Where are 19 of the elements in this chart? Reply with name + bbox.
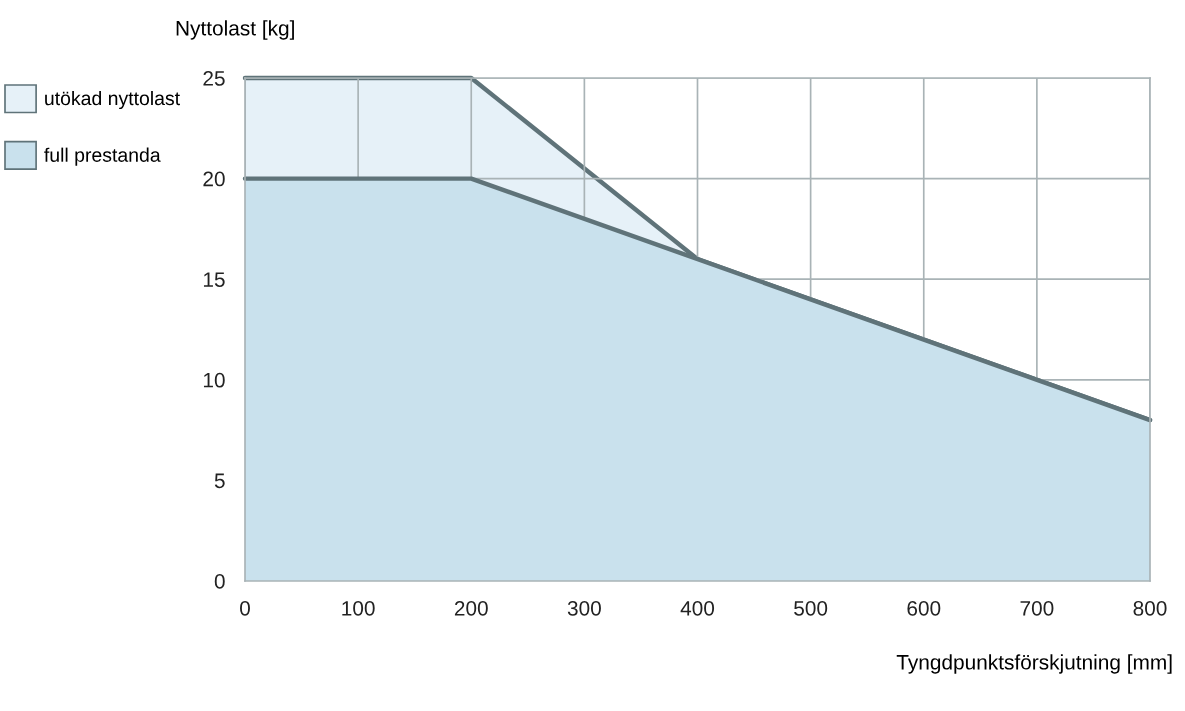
x-tick-label: 400 <box>680 600 715 616</box>
y-tick-label: 15 <box>203 272 225 287</box>
y-tick-label: 25 <box>203 71 225 86</box>
x-tick-label: 300 <box>567 600 601 616</box>
y-tick-label: 5 <box>214 473 225 489</box>
x-tick-label: 800 <box>1133 600 1167 616</box>
x-tick-label: 200 <box>454 600 488 616</box>
x-tick-label: 600 <box>907 600 941 616</box>
legend-label: full prestanda <box>44 147 161 166</box>
y-tick-label: 20 <box>203 171 225 187</box>
x-tick-label: 500 <box>794 600 828 616</box>
y-tick-label: 0 <box>214 574 225 589</box>
x-tick-label: 0 <box>240 600 250 616</box>
x-axis-title: Tyngdpunktsförskjutning [mm] <box>896 654 1172 674</box>
x-tick-label: 100 <box>342 600 375 616</box>
y-tick-label: 10 <box>203 372 225 388</box>
legend-label: utökad nyttolast <box>45 90 180 110</box>
y-axis-title: Nyttolast [kg] <box>176 20 294 40</box>
x-tick-label: 700 <box>1020 600 1054 616</box>
